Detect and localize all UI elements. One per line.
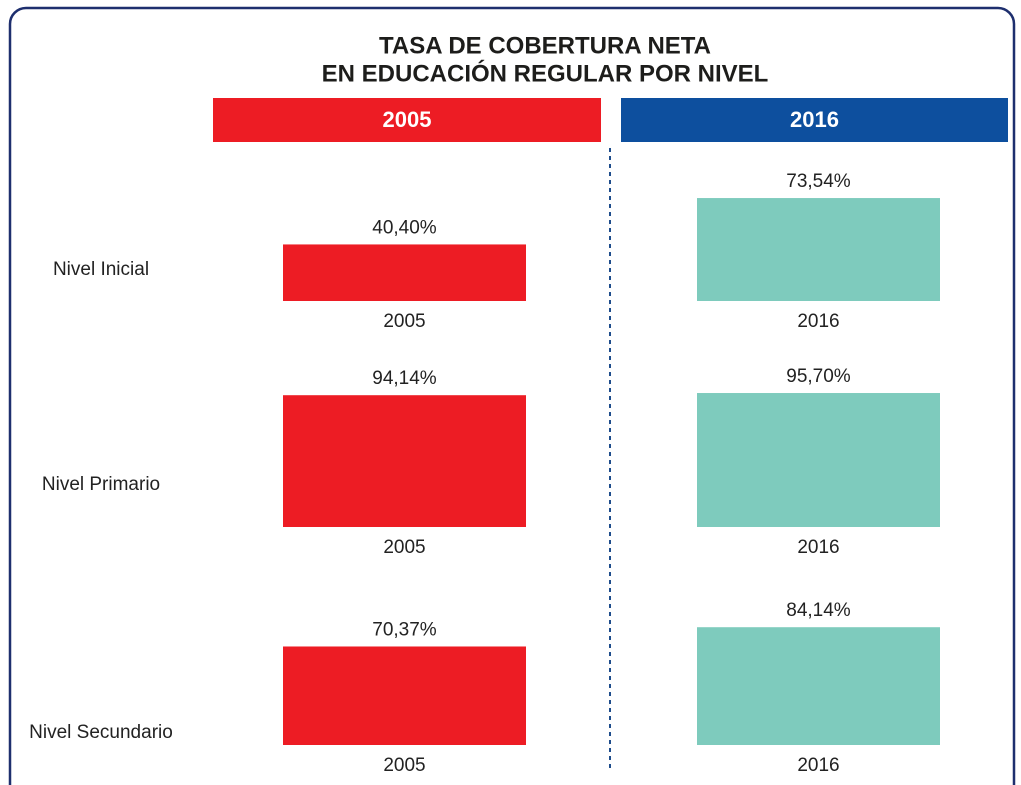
value-label: 70,37% xyxy=(372,619,437,640)
value-label: 73,54% xyxy=(786,171,851,192)
bar-series-label: 2016 xyxy=(797,311,839,332)
bar xyxy=(283,244,526,301)
category-label: Nivel Secundario xyxy=(29,722,173,743)
value-label: 40,40% xyxy=(372,217,437,238)
series-header xyxy=(213,98,601,142)
bar-series-label: 2005 xyxy=(383,755,425,776)
series-header-label: 2005 xyxy=(383,107,432,132)
bar xyxy=(283,646,526,745)
series-header-label: 2016 xyxy=(790,107,839,132)
bar xyxy=(697,198,940,301)
value-label: 84,14% xyxy=(786,600,851,621)
chart-title: EN EDUCACIÓN REGULAR POR NIVEL xyxy=(322,59,769,87)
panel-border xyxy=(8,6,1016,785)
bar-series-label: 2005 xyxy=(383,537,425,558)
value-label: 95,70% xyxy=(786,366,851,387)
bar-series-label: 2016 xyxy=(797,755,839,776)
bar-series-label: 2016 xyxy=(797,537,839,558)
category-label: Nivel Primario xyxy=(42,474,160,495)
bar xyxy=(697,627,940,745)
series-header xyxy=(621,98,1008,142)
bar-series-label: 2005 xyxy=(383,311,425,332)
bar xyxy=(697,393,940,527)
bar xyxy=(283,395,526,527)
chart-title: TASA DE COBERTURA NETA xyxy=(379,32,711,59)
category-label: Nivel Inicial xyxy=(53,259,149,280)
value-label: 94,14% xyxy=(372,368,437,389)
